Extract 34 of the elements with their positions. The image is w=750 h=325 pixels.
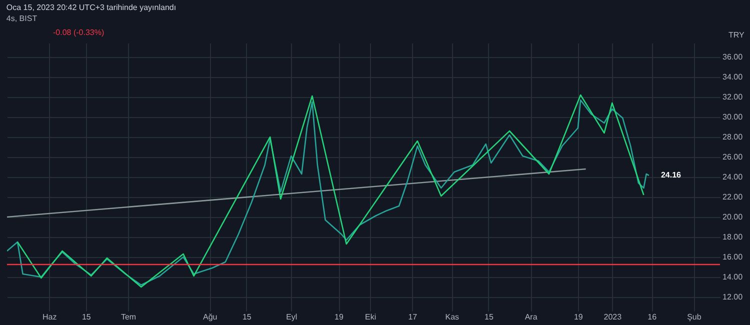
y-tick-label: 12.00 (722, 292, 744, 302)
y-tick-label: 20.00 (722, 212, 744, 222)
y-tick-label: 34.00 (722, 72, 744, 82)
y-tick-label: 28.00 (722, 132, 744, 142)
y-tick-label: 32.00 (722, 92, 744, 102)
x-tick-label: Haz (42, 312, 57, 322)
x-tick-label: Eyl (286, 312, 298, 322)
x-tick-label: 19 (574, 312, 584, 322)
x-tick-label: 17 (408, 312, 418, 322)
y-tick-label: 14.00 (722, 272, 744, 282)
y-tick-label: 18.00 (722, 232, 744, 242)
annotation: 24.16 (660, 170, 682, 180)
x-tick-label: 16 (648, 312, 658, 322)
y-tick-label: 24.00 (722, 172, 744, 182)
y-tick-label: 36.00 (722, 52, 744, 62)
x-tick-label: 19 (334, 312, 344, 322)
x-tick-label: 15 (242, 312, 252, 322)
x-tick-label: 2023 (604, 312, 622, 322)
x-tick-label: Şub (687, 312, 702, 322)
x-tick-label: 15 (82, 312, 92, 322)
y-axis-title: TRY (728, 30, 746, 40)
y-tick-label: 22.00 (722, 192, 744, 202)
x-tick-label: Eki (365, 312, 376, 322)
x-tick-label: Tem (120, 312, 136, 322)
y-tick-label: 30.00 (722, 112, 744, 122)
text: -0.08 (-0.33%) (53, 28, 104, 37)
y-tick-label: 16.00 (722, 252, 744, 262)
x-tick-label: Ara (524, 312, 538, 322)
chart-title: Oca 15, 2023 20:42 UTC+3 tarihinde yayınlandı (6, 3, 176, 12)
x-tick-label: Kas (445, 312, 460, 322)
x-tick-label: 15 (484, 312, 494, 322)
chart-subtitle: 4s, BIST (6, 14, 38, 23)
x-tick-label: Ağu (202, 312, 218, 322)
y-tick-label: 26.00 (722, 152, 744, 162)
